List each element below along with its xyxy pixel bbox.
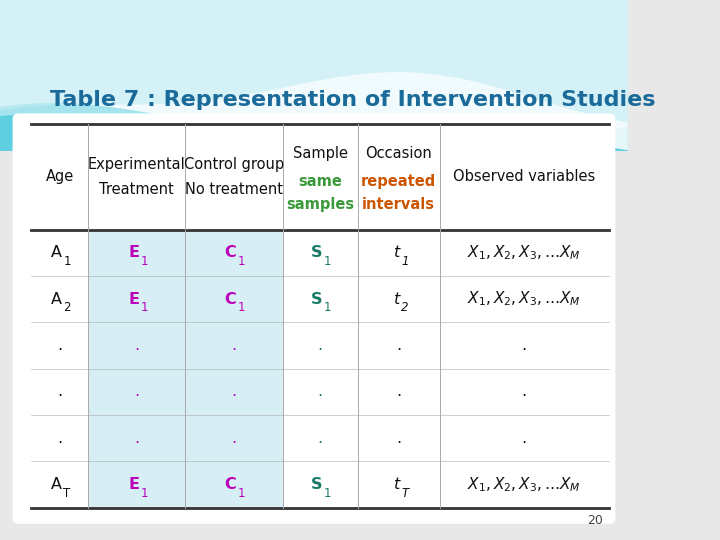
Text: Experimental: Experimental xyxy=(88,157,186,172)
Text: .: . xyxy=(231,384,236,399)
Polygon shape xyxy=(0,0,628,150)
Text: 2: 2 xyxy=(63,301,71,314)
Text: Occasion: Occasion xyxy=(365,146,432,161)
Bar xyxy=(32,276,609,322)
Text: C: C xyxy=(225,245,236,260)
Bar xyxy=(32,368,609,415)
Text: .: . xyxy=(318,384,323,399)
Bar xyxy=(0,0,628,151)
Bar xyxy=(185,415,282,461)
Text: .: . xyxy=(318,338,323,353)
Text: No treatment: No treatment xyxy=(185,182,283,197)
Text: Age: Age xyxy=(45,170,73,184)
Text: T: T xyxy=(401,487,408,500)
Text: 1: 1 xyxy=(238,487,245,500)
Text: 1: 1 xyxy=(140,487,148,500)
Bar xyxy=(88,368,185,415)
Text: E: E xyxy=(128,477,139,492)
Text: A: A xyxy=(51,292,62,307)
Bar xyxy=(185,322,282,368)
Text: samples: samples xyxy=(286,197,354,212)
Bar xyxy=(32,322,609,368)
Text: Treatment: Treatment xyxy=(99,182,174,197)
Bar xyxy=(32,124,609,230)
Polygon shape xyxy=(0,0,628,122)
Text: C: C xyxy=(225,477,236,492)
Text: .: . xyxy=(57,430,62,445)
Text: .: . xyxy=(396,384,401,399)
Text: .: . xyxy=(231,430,236,445)
Bar xyxy=(88,461,185,508)
Text: E: E xyxy=(128,292,139,307)
Bar xyxy=(32,415,609,461)
Text: .: . xyxy=(522,430,527,445)
Polygon shape xyxy=(0,0,628,167)
Bar xyxy=(88,276,185,322)
Text: $\mathit{X}_1,\mathit{X}_2,\mathit{X}_3,\ldots\mathit{X}_M$: $\mathit{X}_1,\mathit{X}_2,\mathit{X}_3,… xyxy=(467,244,581,262)
Bar xyxy=(88,322,185,368)
Text: 1: 1 xyxy=(140,255,148,268)
Text: 1: 1 xyxy=(324,487,331,500)
Bar xyxy=(32,461,609,508)
Text: A: A xyxy=(51,477,62,492)
Text: $\mathit{X}_1,\mathit{X}_2,\mathit{X}_3,\ldots\mathit{X}_M$: $\mathit{X}_1,\mathit{X}_2,\mathit{X}_3,… xyxy=(467,289,581,308)
Bar xyxy=(185,461,282,508)
Text: .: . xyxy=(57,338,62,353)
Text: A: A xyxy=(51,245,62,260)
Bar xyxy=(185,368,282,415)
Text: E: E xyxy=(128,245,139,260)
Text: 1: 1 xyxy=(140,301,148,314)
Text: .: . xyxy=(134,384,139,399)
Text: .: . xyxy=(318,430,323,445)
Text: S: S xyxy=(311,292,323,307)
Text: 2: 2 xyxy=(401,301,409,314)
Text: t: t xyxy=(394,292,400,307)
Text: $\mathit{X}_1,\mathit{X}_2,\mathit{X}_3,\ldots\mathit{X}_M$: $\mathit{X}_1,\mathit{X}_2,\mathit{X}_3,… xyxy=(467,475,581,494)
Bar xyxy=(88,415,185,461)
Text: .: . xyxy=(396,338,401,353)
Text: same: same xyxy=(298,173,342,188)
Text: t: t xyxy=(394,477,400,492)
Bar xyxy=(185,276,282,322)
Text: 1: 1 xyxy=(238,301,245,314)
Text: .: . xyxy=(522,338,527,353)
Text: 1: 1 xyxy=(324,255,331,268)
Text: 1: 1 xyxy=(324,301,331,314)
Text: 20: 20 xyxy=(587,514,603,526)
Text: t: t xyxy=(394,245,400,260)
Text: .: . xyxy=(231,338,236,353)
Text: S: S xyxy=(311,477,323,492)
Text: Sample: Sample xyxy=(293,146,348,161)
Text: .: . xyxy=(396,430,401,445)
Text: Observed variables: Observed variables xyxy=(453,170,595,184)
Text: 1: 1 xyxy=(238,255,245,268)
Text: 1: 1 xyxy=(401,255,409,268)
Text: T: T xyxy=(63,487,71,500)
Text: .: . xyxy=(134,430,139,445)
FancyBboxPatch shape xyxy=(12,113,616,524)
Text: C: C xyxy=(225,292,236,307)
Text: .: . xyxy=(522,384,527,399)
Text: Control group: Control group xyxy=(184,157,284,172)
Text: .: . xyxy=(57,384,62,399)
Bar xyxy=(32,230,609,276)
Text: Table 7 : Representation of Intervention Studies: Table 7 : Representation of Intervention… xyxy=(50,90,656,110)
Text: 1: 1 xyxy=(63,255,71,268)
Text: repeated: repeated xyxy=(361,173,436,188)
Bar xyxy=(88,230,185,276)
Bar xyxy=(185,230,282,276)
Text: intervals: intervals xyxy=(362,197,435,212)
Text: S: S xyxy=(311,245,323,260)
Text: .: . xyxy=(134,338,139,353)
